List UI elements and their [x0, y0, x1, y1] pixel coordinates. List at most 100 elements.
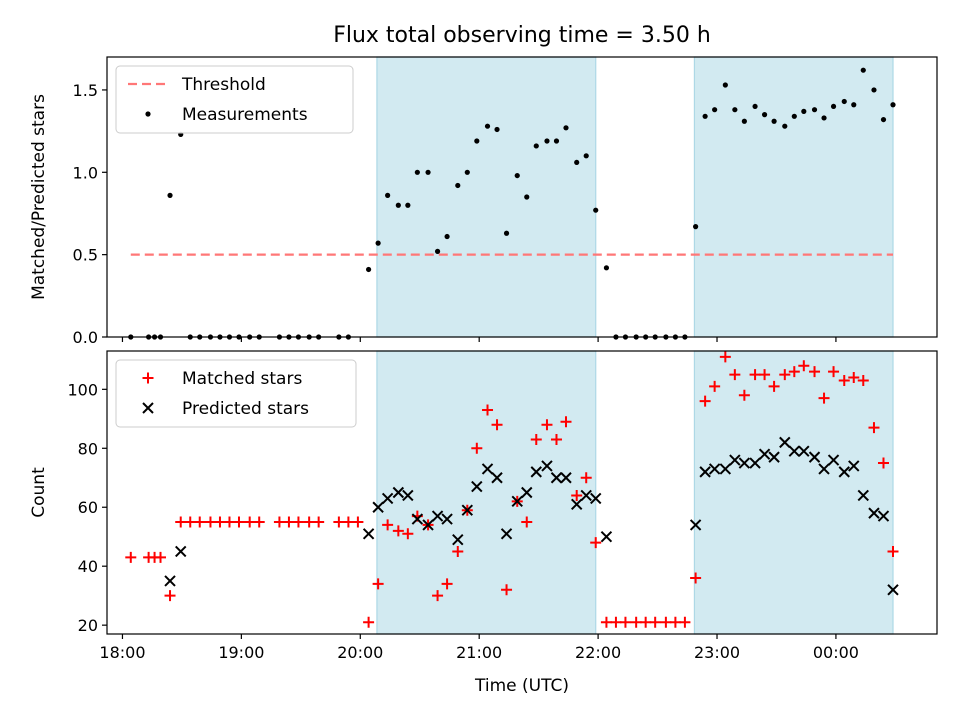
matched-point	[857, 374, 869, 386]
plot-frame	[106, 350, 938, 635]
x-tick-label: 20:00	[337, 643, 383, 662]
legend-matched-swatch	[142, 372, 154, 384]
panel-counts: 20 40 60 80 100 18:00 19:00 20:00 21:00 22:00 23:0…	[29, 350, 938, 696]
matched-point	[887, 545, 899, 557]
predicted-point	[481, 463, 494, 475]
predicted-point	[511, 495, 523, 508]
matched-point	[560, 416, 572, 428]
matched-point	[382, 519, 394, 531]
predicted-point	[798, 445, 810, 457]
measurement-point	[702, 113, 708, 119]
predicted-point	[372, 501, 384, 513]
matched-point	[660, 616, 672, 628]
matched-point	[125, 551, 137, 563]
predicted-point	[600, 531, 613, 543]
series-matched-stars	[125, 351, 899, 628]
predicted-point	[808, 451, 821, 463]
measurement-point	[732, 107, 738, 113]
legend: Matched stars Predicted stars	[115, 359, 357, 428]
matched-point	[223, 516, 235, 528]
predicted-point	[441, 513, 453, 525]
matched-point	[550, 433, 562, 445]
measurement-point	[414, 169, 420, 175]
measurement-point	[871, 87, 877, 93]
predicted-point	[541, 460, 553, 472]
matched-point	[571, 489, 583, 501]
predicted-point	[164, 575, 176, 587]
matched-point	[441, 578, 453, 590]
predicted-point	[788, 445, 801, 457]
measurement-point	[712, 107, 718, 113]
matched-point	[530, 433, 542, 445]
matched-point	[699, 395, 711, 407]
observing-window-2	[693, 56, 894, 338]
observing-window-1	[376, 56, 597, 338]
measurement-point	[167, 192, 173, 198]
measurement-point	[593, 207, 599, 213]
matched-point	[233, 516, 245, 528]
matched-point	[640, 616, 652, 628]
measurement-point	[494, 126, 500, 133]
matched-point	[690, 572, 702, 584]
measurement-point	[434, 248, 441, 254]
measurement-point	[821, 115, 827, 121]
predicted-point	[175, 545, 187, 558]
predicted-point	[877, 510, 890, 522]
predicted-point	[779, 436, 791, 449]
predicted-point	[411, 513, 424, 525]
matched-point	[194, 516, 206, 528]
predicted-point	[749, 457, 761, 469]
matched-point	[482, 404, 494, 416]
measurement-point	[503, 230, 510, 236]
matched-point	[649, 616, 661, 628]
matched-point	[788, 366, 800, 378]
x-tick-label: 22:00	[575, 643, 621, 662]
matched-point	[809, 366, 821, 378]
measurement-point	[455, 182, 461, 189]
legend-label: Matched stars	[182, 369, 302, 389]
matched-point	[669, 616, 681, 628]
matched-point	[253, 516, 265, 528]
predicted-point	[699, 466, 711, 478]
predicted-point	[848, 460, 860, 472]
measurement-point	[811, 107, 818, 113]
matched-point	[214, 516, 226, 528]
matched-point	[679, 616, 691, 628]
matched-point	[877, 457, 889, 469]
matched-point	[580, 472, 592, 484]
matched-point	[184, 516, 196, 528]
measurement-point	[574, 159, 580, 166]
measurement-point	[791, 113, 797, 119]
matched-point	[521, 516, 533, 528]
measurement-point	[366, 266, 372, 273]
y-tick-label: 0.0	[73, 328, 98, 347]
observing-window-2	[693, 350, 894, 635]
matched-point	[372, 578, 384, 590]
predicted-point	[827, 454, 840, 466]
matched-point	[204, 516, 216, 528]
measurement-point	[405, 202, 411, 208]
predicted-point	[452, 533, 464, 546]
measurement-point	[583, 153, 589, 159]
matched-point	[491, 419, 503, 431]
measurement-point	[533, 143, 539, 149]
predicted-point	[768, 451, 780, 463]
predicted-point	[887, 584, 899, 596]
y-tick-label: 1.0	[73, 163, 98, 182]
matched-point	[432, 590, 444, 602]
measurement-point	[524, 194, 530, 200]
y-tick-label: 0.5	[73, 246, 98, 265]
plot-frame	[106, 56, 938, 338]
matched-point	[709, 380, 721, 392]
predicted-point	[868, 507, 880, 519]
y-tick-label: 60	[78, 498, 98, 517]
predicted-point	[461, 504, 474, 516]
observing-window-1	[376, 350, 597, 635]
matched-point	[610, 616, 622, 628]
predicted-point	[550, 472, 563, 484]
measurement-point	[603, 265, 610, 271]
legend-box	[115, 65, 354, 134]
predicted-point	[857, 489, 869, 502]
legend-predicted-swatch	[142, 402, 154, 414]
matched-point	[600, 616, 612, 628]
